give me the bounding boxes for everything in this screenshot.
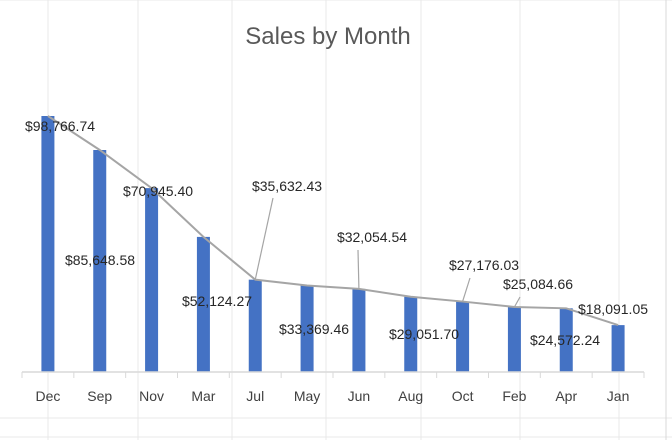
bar-aug[interactable] — [404, 296, 418, 372]
bar-apr[interactable] — [559, 308, 573, 372]
x-tick-label: Dec — [35, 388, 60, 404]
bar-nov[interactable] — [145, 188, 159, 372]
bar-jan[interactable] — [611, 325, 625, 372]
x-tick-label: Aug — [398, 388, 423, 404]
x-tick-label: May — [294, 388, 320, 404]
bar-jun[interactable] — [352, 288, 366, 372]
data-label-aug: $29,051.70 — [389, 326, 459, 342]
data-label-oct: $27,176.03 — [449, 257, 519, 273]
x-tick-label: Sep — [87, 388, 112, 404]
x-tick-label: Oct — [452, 388, 474, 404]
data-label-jul: $35,632.43 — [252, 178, 322, 194]
bar-sep[interactable] — [93, 150, 107, 372]
data-label-may: $33,369.46 — [279, 321, 349, 337]
bar-jul[interactable] — [248, 279, 262, 372]
data-label-sep: $85,648.58 — [65, 252, 135, 268]
bar-feb[interactable] — [507, 306, 521, 372]
leader-line — [513, 296, 521, 308]
data-label-jan: $18,091.05 — [578, 301, 648, 317]
bar-may[interactable] — [300, 285, 314, 372]
x-tick-label: Jul — [246, 388, 264, 404]
x-tick-label: Jun — [348, 388, 371, 404]
x-axis-ticks: Dec Sep Nov Mar Jul May Jun Aug Oct Feb Apr Jan — [21, 372, 645, 404]
x-tick-label: Feb — [502, 388, 526, 404]
leader-lines — [254, 197, 521, 308]
data-label-feb: $25,084.66 — [503, 276, 573, 292]
x-tick-label: Mar — [191, 388, 215, 404]
bar-oct[interactable] — [456, 301, 470, 372]
data-label-nov: $70,945.40 — [123, 183, 193, 199]
leader-line — [254, 197, 274, 280]
leader-line — [462, 277, 471, 302]
bar-dec[interactable] — [41, 116, 55, 372]
leader-line — [357, 249, 360, 289]
data-label-mar: $52,124.27 — [182, 293, 252, 309]
data-label-jun: $32,054.54 — [337, 229, 407, 245]
chart-title: Sales by Month — [245, 23, 410, 50]
x-tick-label: Apr — [555, 388, 577, 404]
x-tick-label: Nov — [139, 388, 164, 404]
data-labels: $98,766.74 $85,648.58 $70,945.40 $52,124.27… — [25, 118, 648, 348]
data-label-apr: $24,572.24 — [530, 332, 600, 348]
bar-series — [41, 116, 625, 372]
trend-line — [47, 115, 619, 327]
data-label-dec: $98,766.74 — [25, 118, 95, 134]
bar-mar[interactable] — [196, 236, 210, 372]
x-tick-label: Jan — [607, 388, 630, 404]
